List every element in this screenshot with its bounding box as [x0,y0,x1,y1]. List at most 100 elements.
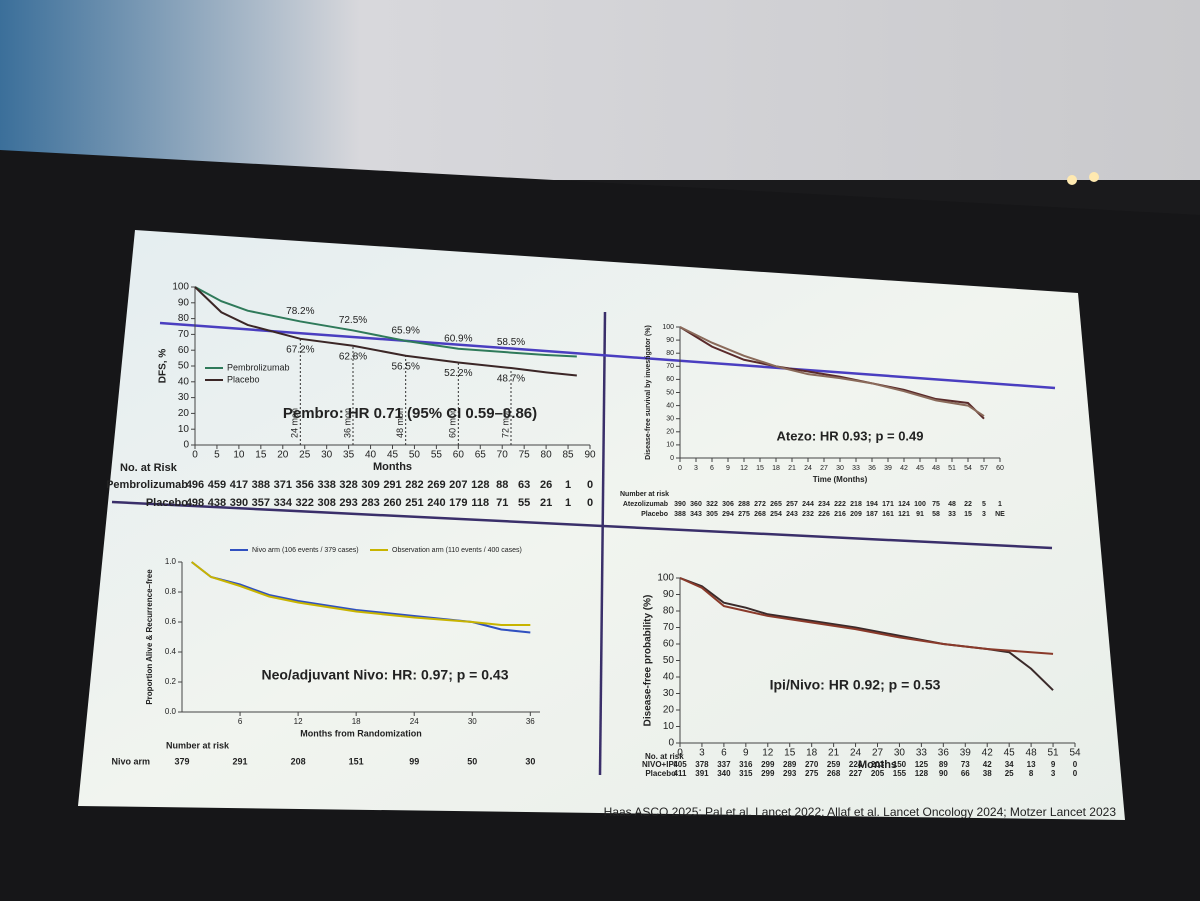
x-tick-label: 6 [710,465,714,472]
legend-label: Placebo [227,374,260,384]
x-tick-label: 85 [562,450,574,461]
survival-curve [679,577,1054,655]
risk-count: 3 [982,511,986,518]
risk-row-label: NIVO+IPI [642,760,676,769]
value-label: 56.5% [391,361,419,372]
risk-count: 48 [948,501,956,508]
value-label: 60.9% [444,333,472,344]
risk-count: 224 [849,760,863,769]
y-axis-label: Disease-free probability (%) [643,595,654,727]
ceiling-light [1067,175,1077,185]
risk-count: 259 [827,760,841,769]
x-tick-label: 45 [916,465,924,472]
y-tick-label: 70 [666,363,674,370]
y-tick-label: 1.0 [165,557,177,566]
risk-count: 282 [405,479,423,491]
y-tick-label: 80 [663,606,675,617]
x-tick-label: 42 [982,748,994,759]
y-tick-label: 50 [178,361,190,372]
risk-count: 207 [449,479,467,491]
landmark-label: 60 mon [448,408,458,438]
x-tick-label: 50 [409,450,421,461]
risk-count: 371 [274,479,292,491]
x-tick-label: 12 [740,465,748,472]
y-tick-label: 10 [663,721,675,732]
x-tick-label: 0 [677,748,683,759]
risk-count: 244 [802,501,814,508]
x-tick-label: 57 [980,465,988,472]
risk-count: 254 [770,511,782,518]
x-tick-label: 54 [964,465,972,472]
value-label: 58.5% [497,337,525,348]
risk-count: 268 [827,769,841,778]
risk-count: 0 [587,497,593,509]
x-tick-label: 75 [519,450,531,461]
risk-count: 334 [274,497,293,509]
y-tick-label: 40 [663,672,675,683]
x-tick-label: 51 [1047,748,1059,759]
risk-count: 234 [818,501,830,508]
x-tick-label: 39 [960,748,972,759]
y-tick-label: 80 [666,350,674,357]
risk-count: 209 [850,511,862,518]
y-tick-label: 70 [178,329,190,340]
risk-row-label: Nivo arm [111,756,150,766]
risk-count: 328 [339,479,357,491]
x-tick-label: 30 [836,465,844,472]
risk-count: 150 [893,760,907,769]
x-tick-label: 70 [497,450,509,461]
risk-count: 459 [208,479,226,491]
x-tick-label: 24 [804,465,812,472]
x-tick-label: 12 [294,717,303,726]
y-tick-label: 100 [662,324,674,331]
legend-label: Pembrolizumab [227,362,290,372]
y-tick-label: 10 [666,442,674,449]
y-tick-label: 10 [178,424,190,435]
risk-count: 128 [471,479,489,491]
y-tick-label: 60 [666,376,674,383]
risk-count: 125 [915,760,929,769]
risk-count: 0 [1073,760,1078,769]
risk-count: 218 [850,501,862,508]
risk-count: 13 [1027,760,1036,769]
x-tick-label: 3 [694,465,698,472]
x-tick-label: 0 [678,465,682,472]
risk-count: 378 [695,760,709,769]
risk-count: 88 [496,479,508,491]
value-label: 65.9% [391,326,419,337]
risk-count: 155 [893,769,907,778]
risk-count: 275 [738,511,750,518]
risk-count: 100 [914,501,926,508]
survival-curve [194,286,577,358]
x-tick-label: 51 [948,465,956,472]
x-tick-label: 36 [938,748,950,759]
survival-curve [191,561,531,626]
risk-count: 405 [673,760,687,769]
ceiling-light [1089,172,1099,182]
risk-count: 128 [915,769,929,778]
x-tick-label: 24 [850,748,862,759]
risk-count: 270 [805,760,819,769]
risk-count: 22 [964,501,972,508]
x-tick-label: 9 [726,465,730,472]
y-tick-label: 40 [178,376,190,387]
hr-annotation: Atezo: HR 0.93; p = 0.49 [776,428,923,443]
risk-count: 226 [818,511,830,518]
x-tick-label: 18 [352,717,361,726]
y-tick-label: 20 [178,408,190,419]
x-tick-label: 36 [526,717,535,726]
risk-count: 305 [706,511,718,518]
risk-count: 288 [738,501,750,508]
risk-count: 90 [939,769,948,778]
pen-line [159,321,1056,390]
risk-count: 25 [1005,769,1014,778]
x-tick-label: 20 [277,450,289,461]
x-tick-label: 45 [1004,748,1016,759]
risk-count: 257 [786,501,798,508]
risk-count: 118 [471,497,489,509]
divider [598,311,607,776]
risk-count: 171 [882,501,894,508]
risk-row-label: Placebo [146,497,188,509]
